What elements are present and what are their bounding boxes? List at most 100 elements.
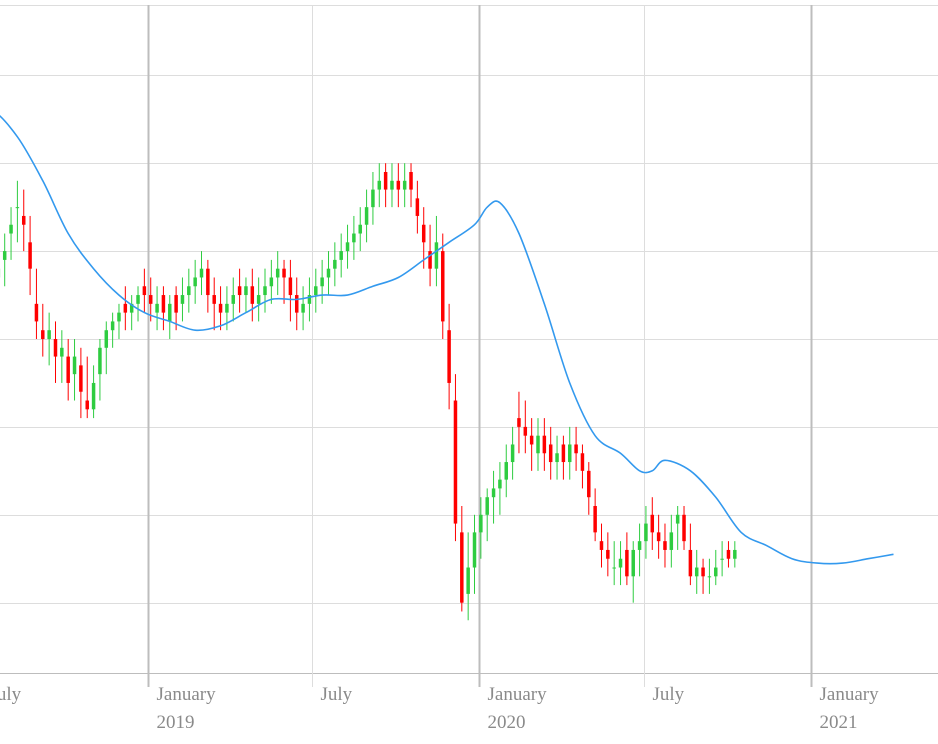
candle-body-69 xyxy=(409,172,413,190)
candle-body-40 xyxy=(225,303,229,313)
candle-body-11 xyxy=(41,330,45,339)
candle-body-75 xyxy=(447,330,451,383)
candle-body-118 xyxy=(720,558,724,560)
x-tick-label-2: July xyxy=(321,684,353,705)
x-tick-year-1: 2019 xyxy=(157,712,195,733)
candle-body-35 xyxy=(193,277,197,287)
candle-body-96 xyxy=(580,453,585,471)
x-tick-label-0: July xyxy=(0,684,22,705)
candle-body-6 xyxy=(9,224,13,234)
candle-body-116 xyxy=(707,576,712,578)
candle-body-59 xyxy=(345,242,350,252)
candle-body-27 xyxy=(142,286,147,296)
candle-body-106 xyxy=(644,523,648,542)
candle-body-17 xyxy=(79,365,83,392)
candle-body-22 xyxy=(110,321,115,331)
candle-body-50 xyxy=(288,277,293,296)
candle-body-37 xyxy=(206,268,210,296)
candle-body-54 xyxy=(314,286,318,296)
candle-body-36 xyxy=(199,268,204,278)
candle-body-101 xyxy=(612,567,616,569)
candle-body-8 xyxy=(21,215,26,225)
candle-body-62 xyxy=(364,207,369,225)
candle-body-91 xyxy=(548,444,553,463)
candle-body-7 xyxy=(15,207,20,209)
candle-body-65 xyxy=(383,172,388,190)
candle-body-16 xyxy=(72,356,77,375)
candle-body-83 xyxy=(498,479,502,489)
candle-body-78 xyxy=(466,567,470,594)
candle-body-85 xyxy=(510,444,515,463)
candle-body-108 xyxy=(656,532,661,542)
candle-body-113 xyxy=(688,549,693,577)
candle-body-92 xyxy=(555,453,559,463)
candle-body-41 xyxy=(231,295,236,304)
x-tick-label-4: July xyxy=(653,684,685,705)
candle-body-52 xyxy=(301,303,305,313)
candle-body-28 xyxy=(148,295,153,304)
candle-body-82 xyxy=(491,488,496,498)
candle-body-109 xyxy=(663,541,667,550)
candle-body-97 xyxy=(587,470,591,498)
candle-body-42 xyxy=(237,286,242,296)
x-tick-year-3: 2020 xyxy=(488,712,526,733)
candle-body-14 xyxy=(60,347,64,357)
x-tick-year-5: 2021 xyxy=(820,712,858,733)
candle-body-100 xyxy=(606,549,610,559)
candle-body-93 xyxy=(561,444,566,463)
candle-body-70 xyxy=(415,198,420,216)
candle-body-43 xyxy=(244,286,248,296)
candle-body-72 xyxy=(428,251,432,269)
candle-body-68 xyxy=(402,180,407,190)
candle-body-31 xyxy=(168,303,172,322)
candle-body-81 xyxy=(485,497,489,515)
candle-body-26 xyxy=(136,295,140,304)
candle-body-63 xyxy=(371,189,375,208)
candle-body-53 xyxy=(307,295,312,304)
candle-body-111 xyxy=(675,514,680,524)
candle-body-47 xyxy=(269,277,274,287)
candle-body-86 xyxy=(517,418,521,427)
candle-body-95 xyxy=(574,444,578,454)
candle-body-21 xyxy=(104,330,109,348)
candle-body-12 xyxy=(47,330,51,339)
candle-body-39 xyxy=(218,303,223,313)
x-tick-label-5: January xyxy=(820,684,880,705)
gridlines xyxy=(0,5,938,687)
candle-body-115 xyxy=(701,567,705,577)
x-tick-label-1: January xyxy=(157,684,217,705)
candle-body-30 xyxy=(161,295,166,313)
candle-body-23 xyxy=(117,312,121,322)
candle-body-49 xyxy=(282,268,286,278)
candle-body-90 xyxy=(542,435,547,454)
candle-body-24 xyxy=(123,303,128,313)
candle-body-67 xyxy=(396,180,401,190)
candle-body-33 xyxy=(180,295,185,304)
candle-body-64 xyxy=(377,180,382,190)
candle-body-107 xyxy=(650,514,655,533)
candle-body-94 xyxy=(567,444,572,463)
candle-body-119 xyxy=(726,549,731,559)
candle-body-105 xyxy=(637,541,642,550)
candle-body-98 xyxy=(593,506,597,533)
x-axis-tick-labels: July January 2019 July January 2020 July Januar… xyxy=(0,684,879,733)
candle-body-44 xyxy=(250,286,255,304)
candle-body-51 xyxy=(294,295,299,313)
candle-body-110 xyxy=(669,532,674,550)
candle-body-13 xyxy=(53,339,58,357)
candle-body-66 xyxy=(390,180,394,190)
x-tick-label-3: January xyxy=(488,684,548,705)
candle-body-58 xyxy=(339,251,343,260)
candle-body-114 xyxy=(694,567,699,577)
candle-body-73 xyxy=(434,242,439,269)
candle-body-38 xyxy=(212,295,216,304)
candle-body-102 xyxy=(618,558,623,568)
candle-body-112 xyxy=(682,514,686,542)
candle-body-89 xyxy=(536,435,540,454)
candle-body-29 xyxy=(155,303,159,313)
candle-body-120 xyxy=(733,549,737,559)
candle-body-79 xyxy=(472,532,477,568)
candle-body-80 xyxy=(479,514,483,533)
candle-body-88 xyxy=(529,435,534,445)
